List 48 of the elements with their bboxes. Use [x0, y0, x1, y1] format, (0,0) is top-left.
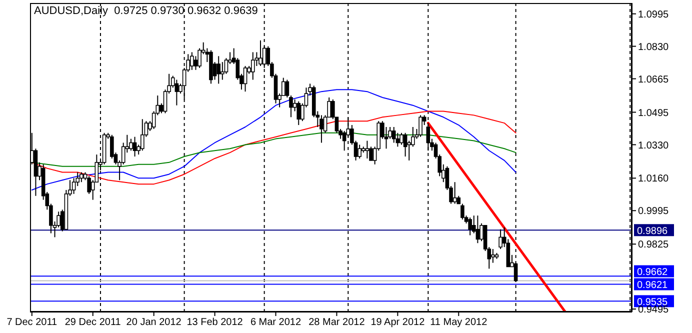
- x-tick-label: 19 Apr 2012: [370, 317, 426, 328]
- candlestick: [491, 248, 495, 264]
- candlestick: [129, 138, 133, 152]
- x-tick-label: 11 May 2012: [430, 317, 488, 328]
- candlestick: [358, 144, 362, 159]
- candlestick: [190, 52, 194, 70]
- candlestick: [460, 203, 464, 220]
- candlestick: [400, 132, 404, 146]
- candlestick: [498, 228, 502, 250]
- candlestick: [80, 172, 84, 183]
- candlestick: [452, 182, 457, 204]
- line-series: [31, 89, 516, 190]
- y-tick-label: 1.0830: [638, 42, 670, 53]
- candlestick: [220, 62, 224, 80]
- ref-line-label: 0.9662: [637, 267, 668, 278]
- x-tick-label: 13 Feb 2012: [186, 317, 244, 328]
- candlestick: [476, 215, 480, 244]
- y-tick-label: 1.0160: [638, 174, 670, 185]
- ref-line-label: 0.9621: [637, 280, 668, 292]
- candlestick: [418, 114, 422, 138]
- candlestick: [243, 65, 248, 92]
- y-tick-label: 1.0330: [638, 140, 670, 152]
- ref-line-label: 0.9896: [637, 226, 668, 238]
- candlestick: [392, 126, 396, 144]
- y-tick-label: 0.9825: [638, 240, 670, 251]
- candlestick: [174, 79, 179, 106]
- x-tick-label: 29 Dec 2011: [64, 317, 122, 328]
- x-tick-label: 6 Mar 2012: [250, 317, 302, 328]
- candlestick: [296, 100, 301, 126]
- candlestick: [258, 40, 262, 66]
- y-tick-label: 0.9995: [638, 206, 670, 218]
- x-tick-label: 28 Mar 2012: [308, 317, 366, 328]
- y-tick-label: 1.0665: [638, 74, 670, 86]
- candlestick: [250, 52, 255, 80]
- x-tick-label: 20 Jan 2012: [126, 317, 182, 328]
- candlestick: [426, 122, 430, 152]
- y-tick-label: 1.0995: [638, 9, 670, 20]
- chart-title: AUDUSD,Daily 0.9725 0.9730 0.9632 0.9639: [34, 5, 258, 17]
- x-tick-label: 7 Dec 2011: [6, 317, 58, 328]
- candlestick: [132, 136, 137, 158]
- line-series: [31, 110, 516, 185]
- candlestick: [365, 140, 370, 159]
- candlestick: [216, 56, 220, 84]
- candlestick: [403, 132, 408, 158]
- candlestick: [320, 114, 324, 144]
- candlestick: [468, 217, 472, 236]
- candlestick: [140, 118, 144, 152]
- y-tick-label: 1.0495: [638, 108, 670, 119]
